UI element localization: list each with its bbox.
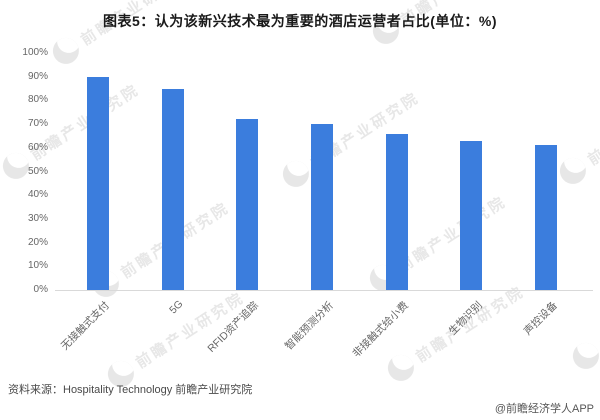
source-note: 资料来源：Hospitality Technology 前瞻产业研究院 <box>8 384 253 396</box>
bar-6 <box>460 140 483 290</box>
credit-note: @前瞻经济学人APP <box>494 403 594 415</box>
bar-4 <box>310 124 333 290</box>
y-axis-tick-label: 60% <box>27 141 48 153</box>
bar-5 <box>385 133 408 290</box>
x-axis-category-label: 非接触式给小费 <box>350 299 411 360</box>
y-axis-tick-label: 40% <box>27 189 48 201</box>
bar-7 <box>534 145 557 290</box>
bar-1 <box>87 76 109 290</box>
y-axis-tick-label: 30% <box>27 212 48 224</box>
y-axis-tick-label: 10% <box>27 260 48 272</box>
y-axis-tick-label: 80% <box>27 94 48 106</box>
y-axis-tick-label: 90% <box>27 70 48 82</box>
x-axis-category-label: 无接触式支付 <box>58 299 112 353</box>
bar-3 <box>236 119 259 290</box>
chart-title: 图表5：认为该新兴技术最为重要的酒店运营者占比(单位：%) <box>102 13 498 29</box>
x-axis-category-label: 5G <box>166 298 186 317</box>
x-axis-category-label: 智能预测分析 <box>282 299 336 353</box>
y-axis-tick-label: 70% <box>27 118 48 130</box>
y-axis-tick-label: 100% <box>22 47 48 58</box>
x-axis-category-label: RFID资产追踪 <box>205 299 262 355</box>
x-axis-category-label: 声控设备 <box>521 299 560 338</box>
y-axis-tick-label: 0% <box>33 284 48 295</box>
x-axis-line <box>55 290 593 291</box>
y-axis-tick-label: 50% <box>27 165 48 177</box>
x-axis-category-label: 生物识别 <box>447 299 486 338</box>
y-axis-tick-label: 20% <box>27 236 48 248</box>
bar-2 <box>161 88 184 290</box>
